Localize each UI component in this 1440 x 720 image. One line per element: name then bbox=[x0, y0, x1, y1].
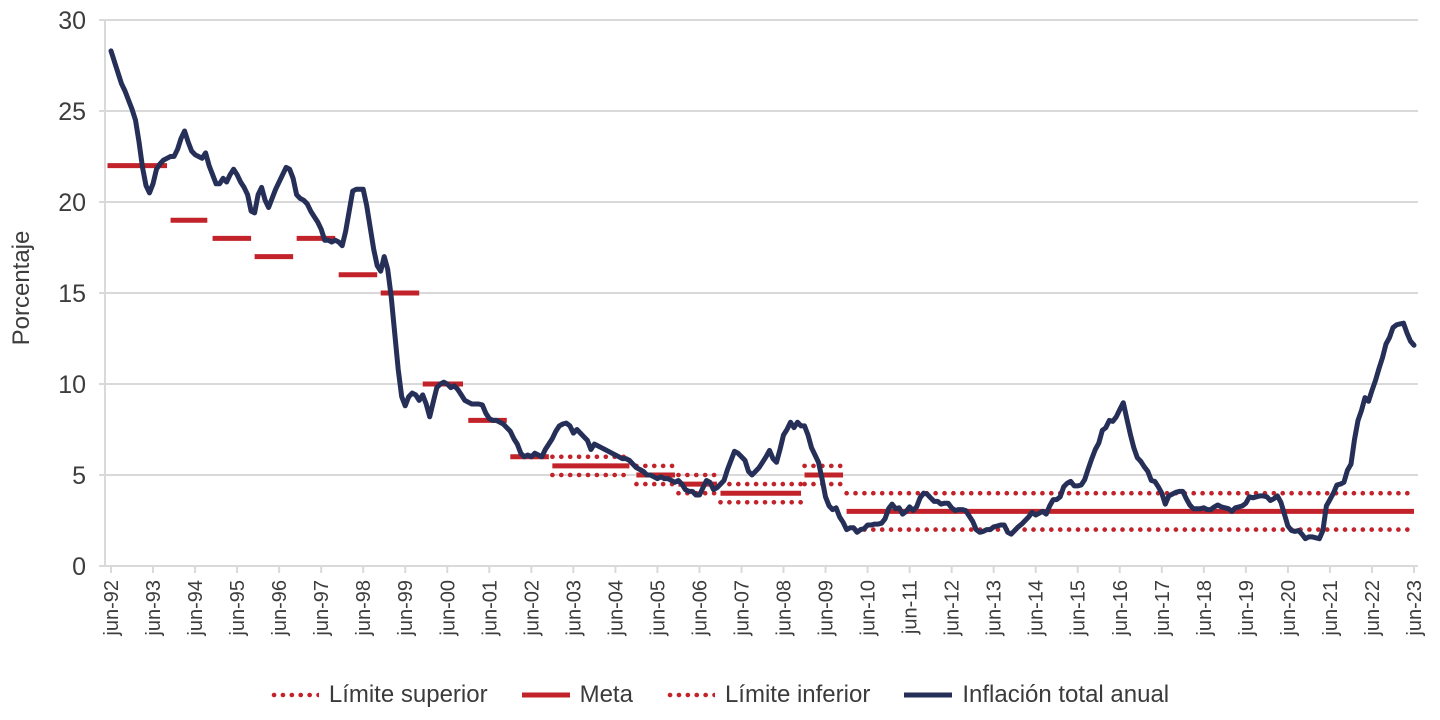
x-tick-label: jun-97 bbox=[311, 580, 333, 637]
x-tick-label: jun-23 bbox=[1404, 580, 1426, 637]
x-tick-label: jun-96 bbox=[269, 580, 291, 637]
legend-item-limite-inferior: Límite inferior bbox=[667, 681, 870, 709]
x-tick-label: jun-93 bbox=[143, 580, 165, 637]
x-tick-label: jun-04 bbox=[605, 580, 627, 637]
x-tick-label: jun-94 bbox=[185, 580, 207, 637]
x-tick-label: jun-12 bbox=[942, 580, 964, 637]
x-tick-label: jun-07 bbox=[731, 580, 753, 637]
solid-navy-line-swatch-icon bbox=[904, 692, 953, 698]
y-tick-label: 30 bbox=[58, 7, 86, 35]
dotted-line-swatch-icon bbox=[667, 692, 715, 698]
legend-item-meta: Meta bbox=[521, 681, 633, 709]
legend-item-limite-superior: Límite superior bbox=[271, 681, 488, 709]
x-tick-label: jun-09 bbox=[816, 580, 838, 637]
x-tick-label: jun-10 bbox=[858, 580, 880, 637]
x-tick-label: jun-99 bbox=[395, 580, 417, 637]
legend-label-limite-superior: Límite superior bbox=[328, 681, 488, 708]
x-tick-label: jun-15 bbox=[1068, 580, 1090, 637]
x-tick-label: jun-95 bbox=[227, 580, 249, 637]
x-tick-label: jun-19 bbox=[1236, 580, 1258, 637]
x-tick-label: jun-18 bbox=[1194, 580, 1216, 637]
x-tick-label: jun-16 bbox=[1110, 580, 1132, 637]
x-tick-label: jun-21 bbox=[1320, 580, 1342, 637]
y-tick-label: 10 bbox=[58, 371, 86, 399]
y-tick-label: 15 bbox=[58, 280, 86, 308]
legend-label-meta: Meta bbox=[579, 681, 633, 708]
x-tick-label: jun-03 bbox=[563, 580, 585, 637]
solid-red-line-swatch-icon bbox=[521, 692, 570, 698]
x-tick-label: jun-00 bbox=[437, 580, 459, 637]
x-tick-label: jun-02 bbox=[521, 580, 543, 637]
y-tick-label: 5 bbox=[72, 462, 86, 490]
x-tick-label: jun-14 bbox=[1026, 580, 1048, 637]
x-tick-label: jun-06 bbox=[689, 580, 711, 637]
legend-item-inflacion: Inflación total anual bbox=[904, 681, 1169, 709]
x-tick-label: jun-92 bbox=[101, 580, 123, 637]
x-tick-label: jun-05 bbox=[647, 580, 669, 637]
x-tick-label: jun-98 bbox=[353, 580, 375, 637]
y-axis-title: Porcentaje bbox=[8, 230, 35, 346]
y-tick-label: 0 bbox=[72, 553, 86, 581]
chart-legend: Límite superior Meta Límite inferior Inf… bbox=[0, 681, 1440, 709]
x-tick-label: jun-08 bbox=[774, 580, 796, 637]
x-tick-label: jun-20 bbox=[1278, 580, 1300, 637]
dotted-line-swatch-icon bbox=[271, 692, 319, 698]
y-tick-label: 20 bbox=[58, 189, 86, 217]
legend-label-limite-inferior: Límite inferior bbox=[724, 681, 871, 708]
legend-label-inflacion: Inflación total anual bbox=[962, 681, 1170, 708]
x-tick-label: jun-01 bbox=[479, 580, 501, 637]
inflation-series-line bbox=[108, 48, 1417, 542]
y-tick-label: 25 bbox=[58, 98, 86, 126]
x-tick-label: jun-11 bbox=[900, 580, 922, 635]
x-tick-label: jun-17 bbox=[1152, 580, 1174, 637]
x-tick-label: jun-22 bbox=[1362, 580, 1384, 637]
x-tick-label: jun-13 bbox=[984, 580, 1006, 637]
